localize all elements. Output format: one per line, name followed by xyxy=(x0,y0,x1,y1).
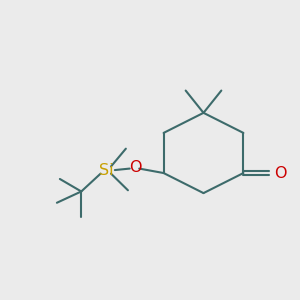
Text: O: O xyxy=(129,160,142,175)
Text: Si: Si xyxy=(99,163,114,178)
Text: O: O xyxy=(274,166,286,181)
